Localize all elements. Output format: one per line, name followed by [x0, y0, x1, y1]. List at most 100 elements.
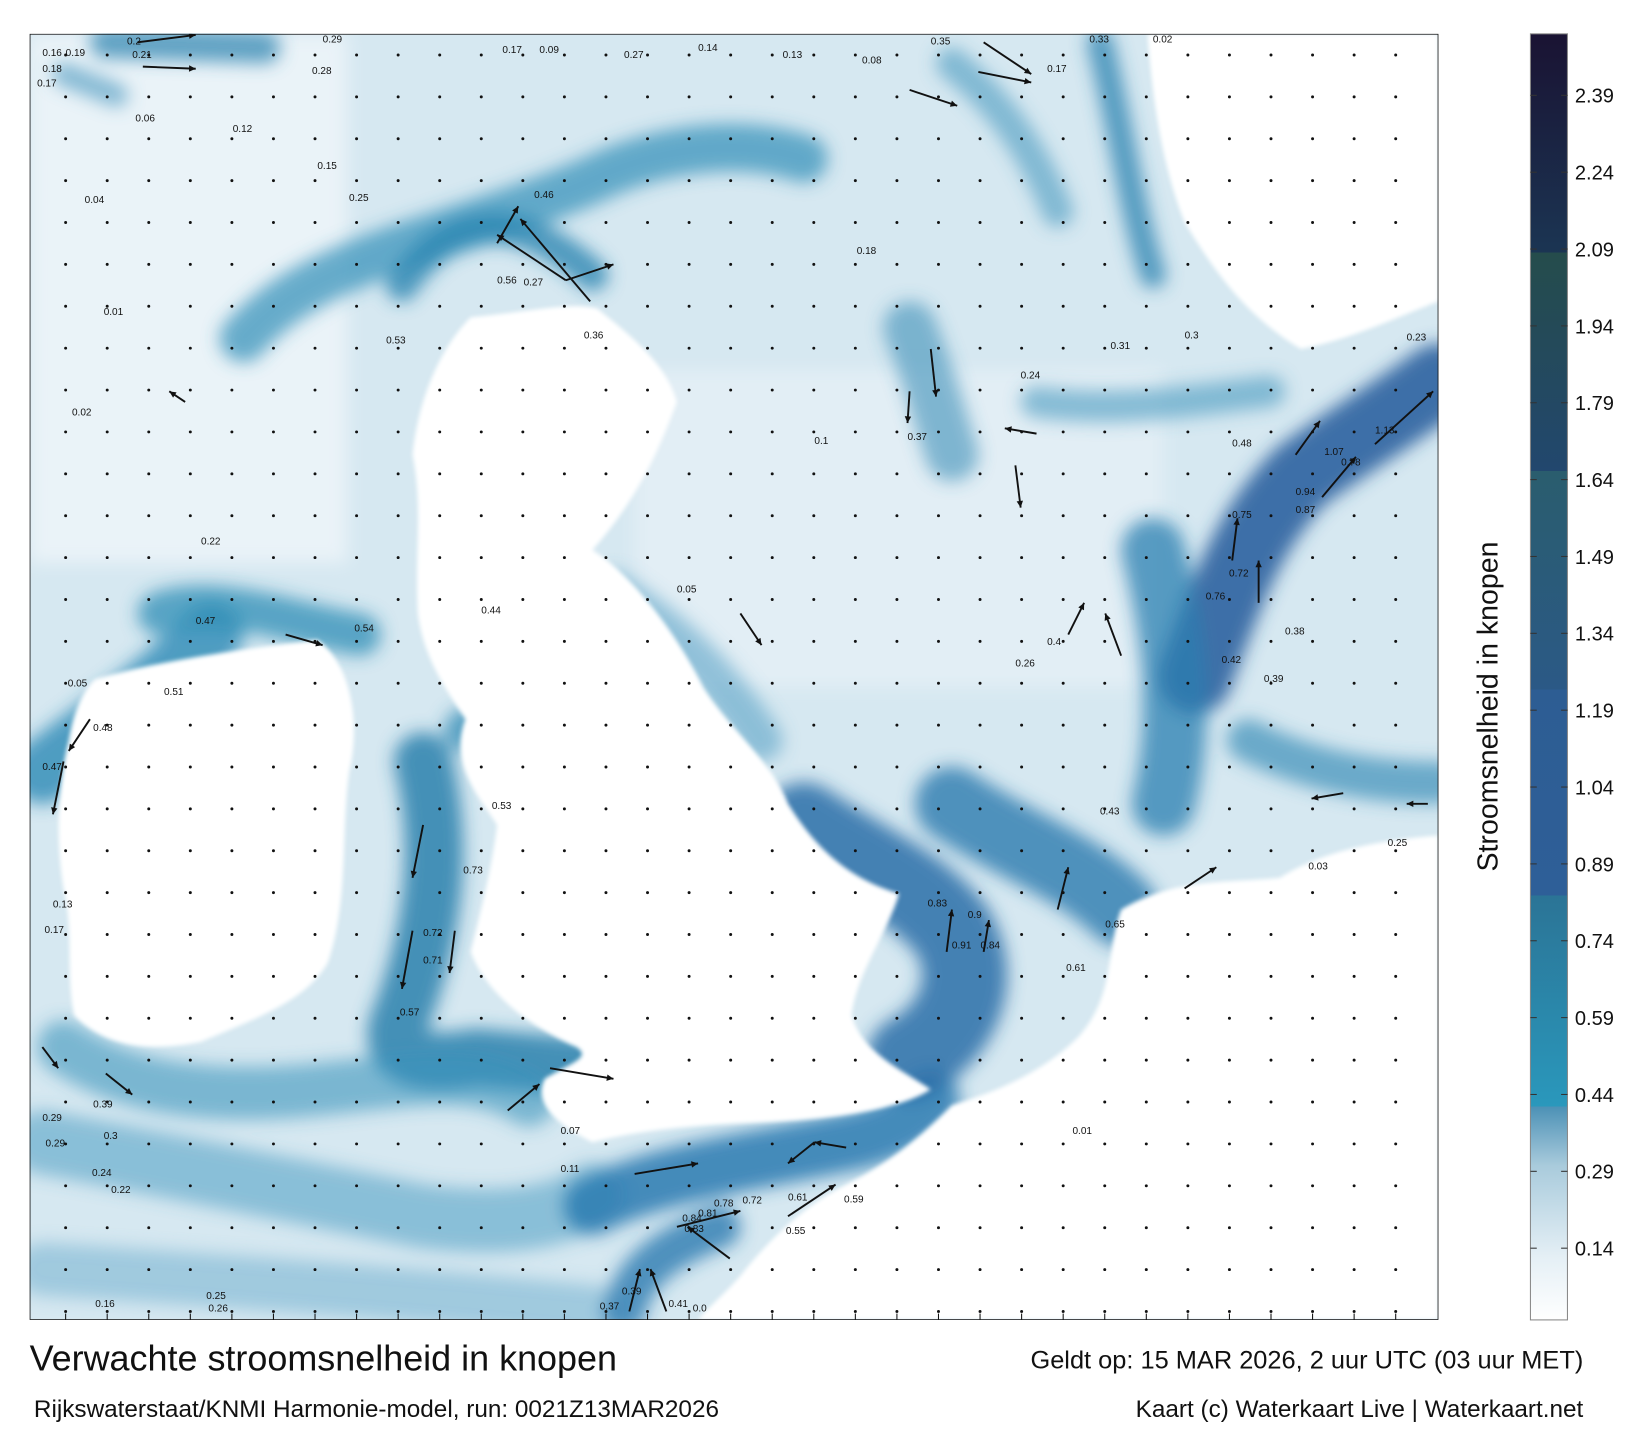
grid-dot	[64, 1184, 68, 1188]
grid-dot	[1103, 1309, 1107, 1313]
land-center	[412, 306, 931, 1143]
grid-dot	[271, 430, 275, 434]
grid-dot	[105, 681, 109, 685]
grid-dot	[1061, 807, 1065, 811]
grid-dot	[895, 1268, 899, 1272]
grid-dot	[1227, 556, 1231, 560]
grid-dot	[1394, 933, 1398, 936]
grid-dot	[271, 891, 275, 895]
grid-dot	[1103, 346, 1107, 350]
grid-dot	[604, 933, 608, 936]
grid-dot	[355, 891, 359, 895]
grid-dot	[521, 974, 525, 978]
grid-dot	[521, 1268, 525, 1272]
grid-dot	[1269, 1309, 1273, 1313]
grid-dot	[64, 1268, 68, 1272]
grid-dot	[562, 933, 566, 936]
grid-dot	[438, 95, 442, 99]
grid-dot	[978, 388, 982, 392]
grid-dot	[1311, 137, 1315, 141]
grid-dot	[895, 723, 899, 727]
speed-label: 0.78	[1341, 457, 1361, 468]
grid-dot	[1227, 137, 1231, 141]
grid-dot	[1227, 1309, 1231, 1313]
grid-dot	[1269, 1226, 1273, 1230]
speed-label: 0.75	[1232, 510, 1252, 521]
grid-dot	[1311, 933, 1315, 936]
grid-dot	[853, 1268, 857, 1272]
grid-dot	[313, 262, 317, 266]
grid-dot	[853, 137, 857, 141]
grid-dot	[562, 262, 566, 266]
grid-dot	[646, 597, 650, 601]
grid-dot	[147, 1100, 151, 1104]
grid-dot	[105, 974, 109, 978]
speed-label: 0.51	[164, 687, 184, 698]
map-area[interactable]: 0.16 0.19 0.18 0.17 0.2 0.21 0.29 0.28 0.17 0.09 0…	[29, 33, 1439, 1320]
grid-dot	[1311, 639, 1315, 643]
grid-dot	[396, 1100, 400, 1104]
grid-dot	[1269, 95, 1273, 99]
grid-dot	[105, 1016, 109, 1020]
grid-dot	[1020, 1226, 1024, 1230]
grid-dot	[313, 1184, 317, 1188]
current-arrow	[507, 1083, 541, 1112]
current-arrow	[628, 1268, 642, 1312]
current-arrow	[399, 930, 414, 990]
grid-dot	[646, 1142, 650, 1146]
grid-dot	[770, 974, 774, 978]
grid-dot	[147, 388, 151, 392]
grid-dot	[1020, 221, 1024, 225]
grid-dot	[1061, 1309, 1065, 1313]
grid-dot	[978, 514, 982, 518]
grid-dot	[479, 1058, 483, 1062]
grid-dot	[230, 597, 234, 601]
grid-dot	[355, 179, 359, 183]
grid-dot	[396, 556, 400, 560]
grid-dot	[313, 137, 317, 141]
speed-label: 0.43	[1100, 806, 1120, 817]
grid-dot	[729, 933, 733, 936]
grid-dot	[271, 723, 275, 727]
grid-dot	[604, 95, 608, 99]
grid-dot	[438, 1142, 442, 1146]
grid-dot	[937, 1226, 940, 1230]
grid-dot	[479, 849, 483, 853]
grid-dot	[147, 597, 151, 601]
grid-dot	[147, 346, 151, 350]
grid-dot	[937, 1184, 940, 1188]
grid-dot	[729, 891, 733, 895]
grid-dot	[770, 681, 774, 685]
grid-dot	[978, 1016, 982, 1020]
speed-label: 0.37	[600, 1301, 620, 1312]
grid-dot	[105, 53, 109, 57]
grid-dot	[1186, 556, 1190, 560]
grid-dot	[978, 1309, 982, 1313]
grid-dot	[1103, 639, 1107, 643]
grid-dot	[812, 430, 816, 434]
grid-dot	[937, 765, 940, 769]
grid-dot	[646, 53, 650, 57]
grid-dot	[396, 53, 400, 57]
grid-dot	[1061, 556, 1065, 560]
grid-dot	[479, 472, 483, 476]
grid-dot	[64, 472, 68, 476]
grid-dot	[1061, 1016, 1065, 1020]
grid-dot	[313, 95, 317, 99]
grid-dot	[1186, 430, 1190, 434]
grid-dot	[64, 346, 68, 350]
grid-dot	[396, 807, 400, 811]
grid-dot	[1311, 221, 1315, 225]
grid-dot	[1144, 304, 1148, 308]
current-arrow	[168, 390, 186, 403]
grid-dot	[853, 304, 857, 308]
speed-label: 0.37	[907, 432, 927, 443]
grid-dot	[313, 1058, 317, 1062]
grid-dot	[1227, 933, 1231, 936]
grid-dot	[188, 95, 192, 99]
grid-dot	[1227, 974, 1231, 978]
grid-dot	[937, 891, 940, 895]
grid-dot	[1144, 1016, 1148, 1020]
speed-label: 0.25	[1388, 838, 1408, 849]
grid-dot	[1144, 221, 1148, 225]
